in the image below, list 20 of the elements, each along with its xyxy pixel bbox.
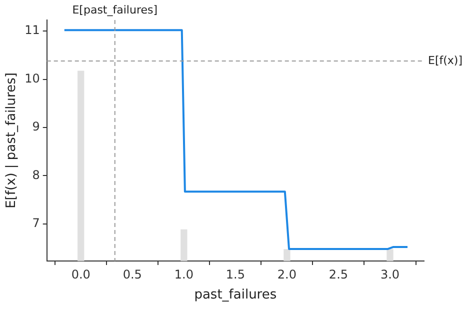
x-tick-label: 2.0: [277, 267, 296, 282]
ref-line-label: E[f(x)]: [428, 54, 462, 67]
bar: [78, 70, 84, 261]
bar: [386, 249, 394, 261]
x-axis-title: past_failures: [194, 288, 277, 303]
x-tick-label: 0.5: [122, 267, 142, 282]
y-tick-label: 7: [32, 216, 40, 230]
bar: [180, 229, 188, 261]
y-tick-label: 11: [24, 23, 40, 38]
x-tick-label: 0.0: [71, 267, 90, 282]
x-tick-label: 1.0: [174, 267, 194, 282]
y-tick-label: 9: [32, 120, 40, 134]
y-tick-label: 10: [24, 71, 40, 86]
ref-line-label: E[past_failures]: [72, 3, 158, 16]
x-tick-label: 1.5: [226, 267, 245, 282]
x-tick-label: 2.5: [328, 267, 348, 282]
bar: [284, 249, 290, 261]
x-tick-label: 3.0: [380, 267, 400, 282]
y-tick-label: 8: [32, 168, 40, 182]
y-axis-title: E[f(x) | past_failures]: [4, 72, 20, 208]
